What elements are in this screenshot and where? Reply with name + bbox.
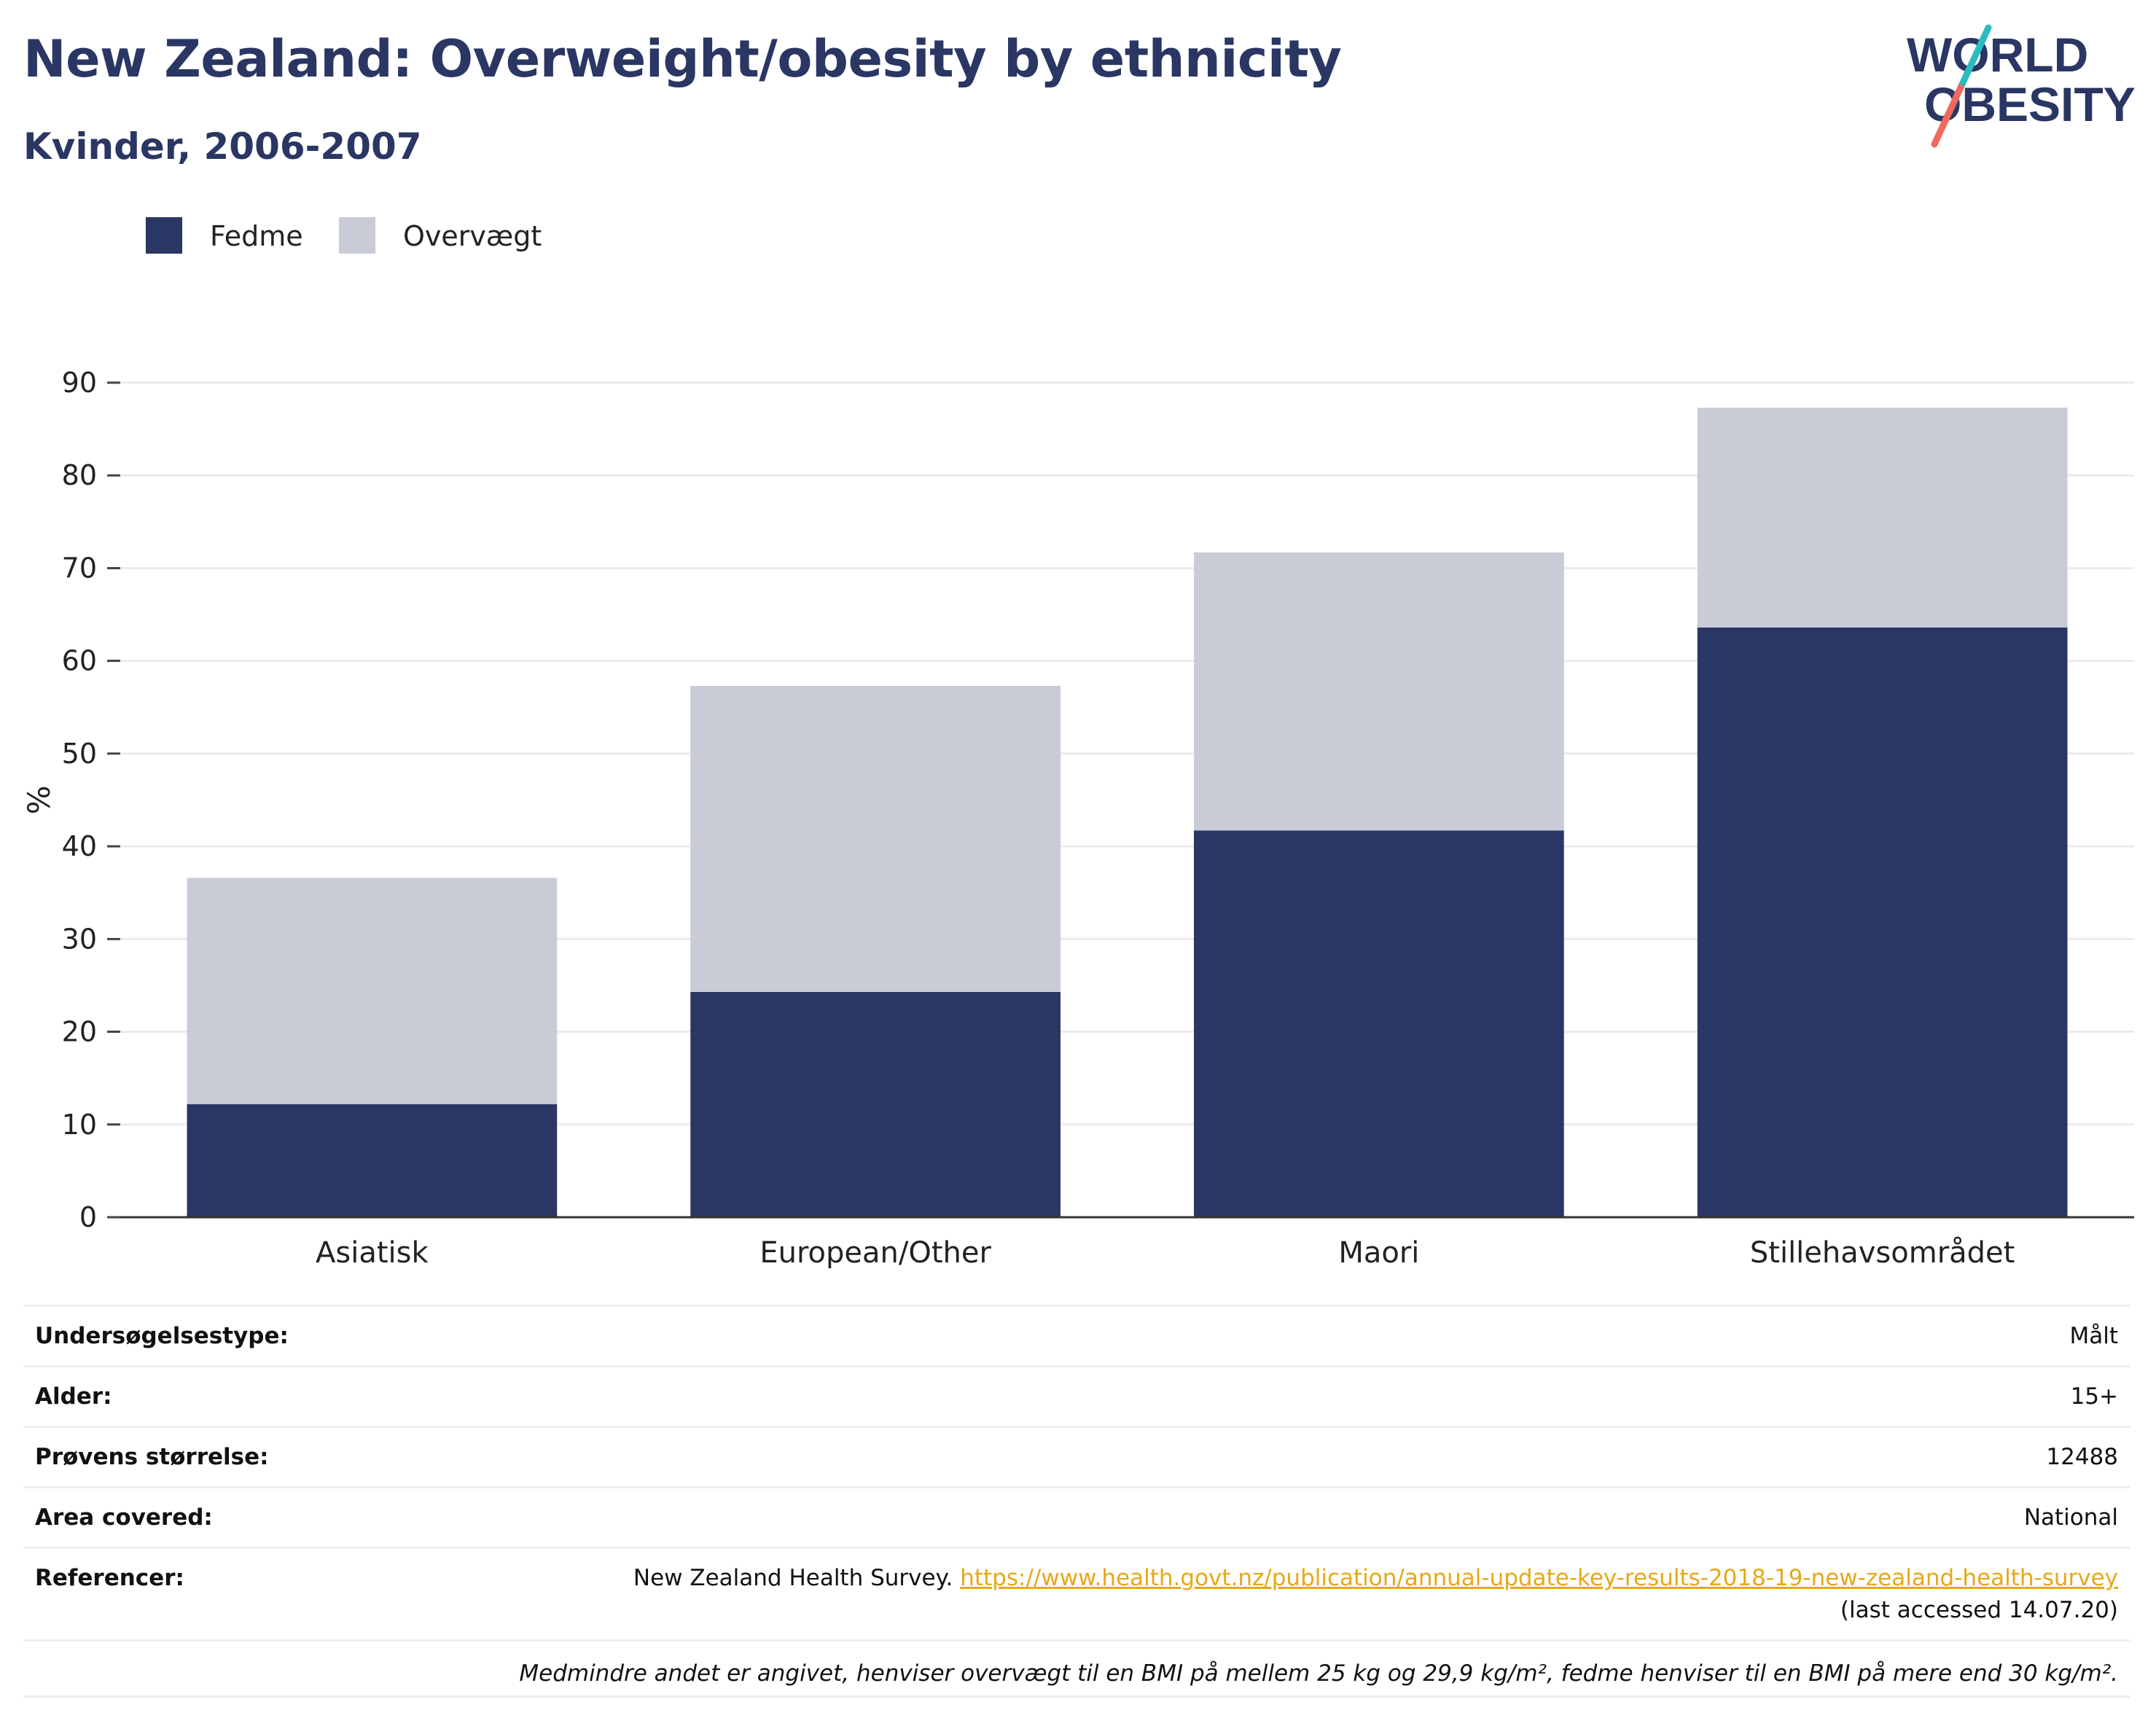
chart-subtitle: Kvinder, 2006-2007 [23, 125, 422, 168]
y-tick-label: 50 [62, 738, 97, 770]
logo-text-world: WORLD [1907, 28, 2088, 82]
info-value-references: New Zealand Health Survey. https://www.h… [633, 1565, 2118, 1591]
legend-label-overvaegt: Overvægt [403, 220, 542, 252]
y-tick-label: 10 [62, 1109, 97, 1141]
bar-fedme [1194, 830, 1564, 1217]
legend-swatch-overvaegt [339, 217, 375, 254]
info-label-sample-size: Prøvens størrelse: [35, 1444, 269, 1470]
legend-swatch-fedme [146, 217, 182, 254]
info-label-age: Alder: [35, 1383, 112, 1410]
y-axis-label: % [21, 786, 57, 815]
bar-overvaegt [690, 686, 1061, 992]
logo-slash-teal [1957, 24, 1992, 91]
info-row-survey-type: Undersøgelsestype: Målt [23, 1305, 2130, 1365]
y-tick-label: 70 [62, 552, 97, 584]
bar-overvaegt [1697, 407, 2068, 628]
info-label-area: Area covered: [35, 1504, 213, 1531]
y-tick-label: 80 [62, 459, 97, 491]
x-tick-label: Maori [1338, 1236, 1419, 1268]
info-value-survey-type: Målt [2069, 1323, 2118, 1349]
info-row-footnote: Medmindre andet er angivet, henviser ove… [23, 1639, 2130, 1700]
world-obesity-logo: WORLD OBESITY [1907, 24, 2136, 148]
info-label-survey-type: Undersøgelsestype: [35, 1323, 289, 1349]
chart-title: New Zealand: Overweight/obesity by ethni… [23, 29, 1342, 89]
y-tick-label: 30 [62, 923, 97, 955]
reference-source: New Zealand Health Survey. [633, 1565, 953, 1591]
info-row-references: Referencer: New Zealand Health Survey. h… [23, 1547, 2130, 1639]
x-tick-label: Asiatisk [316, 1236, 429, 1268]
y-tick-label: 20 [62, 1016, 97, 1048]
y-tick-label: 0 [79, 1201, 97, 1233]
y-tick-label: 40 [62, 830, 97, 862]
reference-accessed: (last accessed 14.07.20) [1840, 1597, 2118, 1623]
info-value-sample-size: 12488 [2046, 1444, 2118, 1470]
footnote: Medmindre andet er angivet, henviser ove… [519, 1660, 2118, 1687]
y-tick-label: 90 [62, 367, 97, 399]
info-row-age: Alder: 15+ [23, 1365, 2130, 1426]
bar-fedme [690, 991, 1061, 1217]
bar-fedme [187, 1104, 558, 1217]
stacked-bar-chart: 0 10 20 30 40 50 60 70 80 90% Asiatisk European/Oth… [21, 367, 2134, 1268]
bar-overvaegt [187, 878, 558, 1104]
table-bottom-rule [23, 1695, 2130, 1698]
logo-slash-coral [1931, 84, 1964, 148]
info-value-area: National [2023, 1504, 2118, 1531]
x-tick-label: European/Other [759, 1236, 991, 1268]
x-tick-label: Stillehavsområdet [1750, 1236, 2015, 1268]
bar-overvaegt [1194, 552, 1564, 831]
info-table: Undersøgelsestype: Målt Alder: 15+ Prøve… [23, 1305, 2130, 1700]
info-value-age: 15+ [2070, 1383, 2118, 1410]
y-tick-label: 60 [62, 645, 97, 677]
legend-label-fedme: Fedme [210, 220, 303, 252]
info-row-area: Area covered: National [23, 1486, 2130, 1547]
info-row-sample-size: Prøvens størrelse: 12488 [23, 1426, 2130, 1486]
reference-link[interactable]: https://www.health.govt.nz/publication/a… [960, 1565, 2118, 1591]
info-label-references: Referencer: [35, 1565, 184, 1591]
bar-fedme [1697, 627, 2068, 1217]
